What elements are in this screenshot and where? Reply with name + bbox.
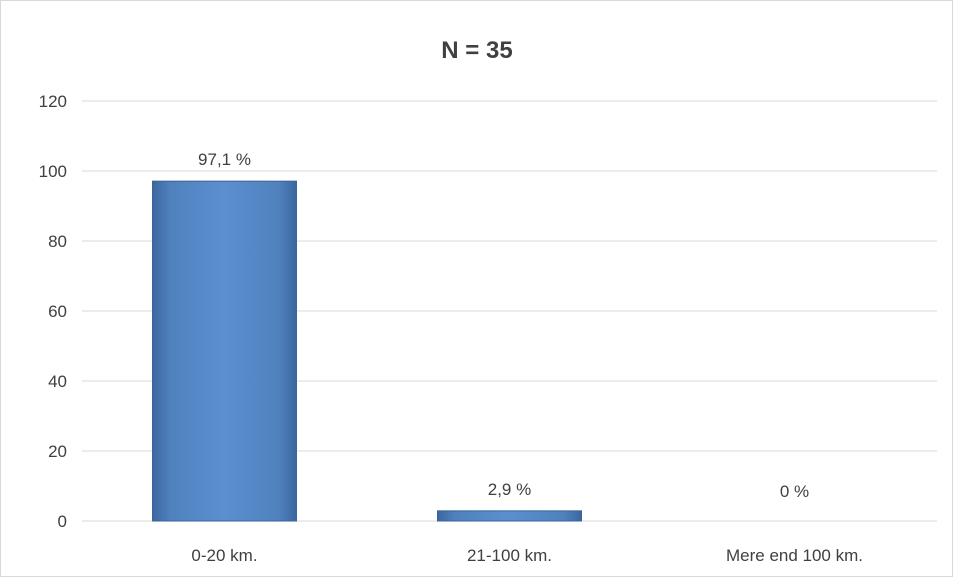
data-labels: 97,1 % 2,9 % 0 % (198, 150, 809, 501)
bar (437, 510, 582, 522)
y-tick-label: 100 (39, 162, 67, 181)
x-axis-ticks: 0-20 km. 21-100 km. Mere end 100 km. (191, 546, 863, 565)
y-tick-label: 0 (58, 512, 67, 531)
bar (152, 180, 297, 522)
y-tick-label: 60 (48, 302, 67, 321)
y-tick-label: 40 (48, 372, 67, 391)
y-tick-label: 120 (39, 92, 67, 111)
data-label: 2,9 % (488, 480, 531, 499)
y-axis-ticks: 0 20 40 60 80 100 120 (39, 92, 67, 531)
y-tick-label: 20 (48, 442, 67, 461)
x-tick-label: 21-100 km. (467, 546, 552, 565)
data-label: 0 % (780, 482, 809, 501)
bars (152, 180, 582, 522)
chart-title: N = 35 (441, 37, 512, 64)
x-tick-label: Mere end 100 km. (726, 546, 863, 565)
x-tick-label: 0-20 km. (191, 546, 257, 565)
y-tick-label: 80 (48, 232, 67, 251)
data-label: 97,1 % (198, 150, 251, 169)
